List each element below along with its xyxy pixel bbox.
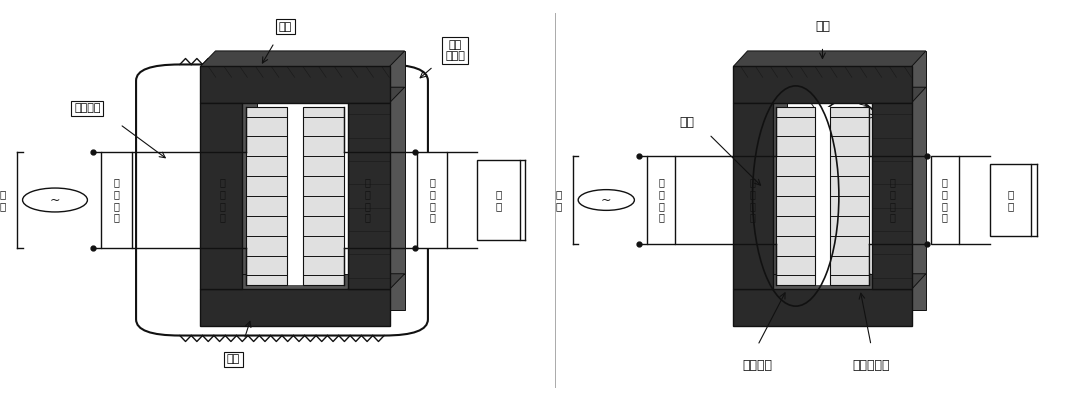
Bar (200, 103, 242, 289)
Bar (747, 87, 787, 274)
Bar (830, 107, 869, 285)
Bar (733, 289, 912, 326)
Bar (776, 107, 815, 285)
Polygon shape (348, 87, 405, 103)
Bar (873, 103, 912, 289)
Bar (747, 274, 926, 310)
Bar (348, 103, 390, 289)
Bar (930, 156, 959, 244)
Bar (647, 156, 676, 244)
Text: 油箱
钢制品: 油箱 钢制品 (445, 40, 465, 61)
Polygon shape (348, 274, 405, 289)
Text: 接
线
端
子: 接 线 端 子 (113, 178, 120, 222)
Bar (200, 289, 390, 326)
Bar (215, 87, 257, 274)
Text: 进
线
端
子: 进 线 端 子 (658, 178, 665, 222)
Text: 出
线
端
子: 出 线 端 子 (942, 178, 948, 222)
Bar (815, 107, 830, 285)
Bar (215, 51, 405, 87)
Text: 铁心: 铁心 (279, 22, 292, 32)
FancyBboxPatch shape (136, 64, 428, 336)
Polygon shape (733, 51, 926, 66)
Bar (101, 152, 132, 248)
Text: 玻璃钢外壳: 玻璃钢外壳 (852, 359, 890, 372)
Bar (246, 107, 287, 285)
Text: 负
载: 负 载 (1007, 189, 1014, 211)
Text: 铜线: 铜线 (226, 354, 240, 364)
Bar (747, 51, 926, 87)
Text: 一
次
绕
组: 一 次 绕 组 (219, 178, 225, 222)
Bar (887, 87, 926, 274)
Text: 电
源: 电 源 (556, 189, 561, 211)
Bar (417, 152, 447, 248)
Text: 负
载: 负 载 (495, 189, 502, 211)
Bar (363, 87, 405, 274)
Text: 出
线
端
子: 出 线 端 子 (430, 178, 435, 222)
Text: 二
次
绕
组: 二 次 绕 组 (364, 178, 371, 222)
Bar (215, 274, 405, 310)
Text: ~: ~ (601, 194, 611, 206)
Text: 液氮: 液氮 (680, 116, 695, 129)
Bar (733, 103, 772, 289)
Bar (302, 107, 344, 285)
Text: 二
次
绕
组: 二 次 绕 组 (890, 178, 895, 222)
Bar (990, 164, 1031, 236)
Text: 铁心: 铁心 (815, 20, 830, 33)
Polygon shape (200, 51, 405, 66)
Bar (200, 66, 390, 103)
Bar (733, 66, 912, 103)
Text: 电
源: 电 源 (0, 189, 7, 211)
Ellipse shape (757, 95, 833, 297)
Text: 一
次
绕
组: 一 次 绕 组 (750, 178, 755, 222)
Polygon shape (873, 274, 926, 289)
Bar (477, 160, 520, 240)
Bar (287, 107, 302, 285)
Text: 变压器油: 变压器油 (74, 103, 101, 113)
Polygon shape (873, 87, 926, 103)
Text: ~: ~ (50, 194, 60, 206)
Text: 超导线材: 超导线材 (743, 359, 772, 372)
